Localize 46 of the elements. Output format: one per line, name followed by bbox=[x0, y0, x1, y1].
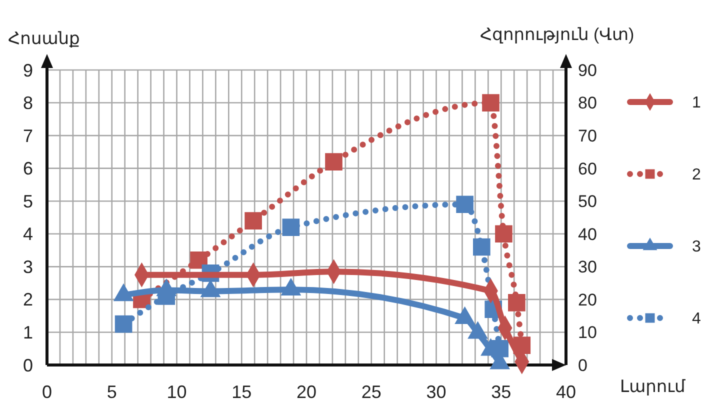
y-tick-label: 7 bbox=[22, 126, 33, 146]
legend-label: 1 bbox=[692, 94, 701, 112]
y-tick-label: 1 bbox=[22, 322, 33, 343]
y-tick-label: 4 bbox=[22, 224, 33, 244]
point bbox=[114, 315, 132, 333]
y-tick-label: 6 bbox=[22, 158, 33, 179]
y2-tick-label: 70 bbox=[578, 126, 597, 146]
point bbox=[244, 212, 262, 230]
point bbox=[325, 153, 342, 170]
x-tick-label: 5 bbox=[106, 382, 117, 402]
y2-tick-label: 20 bbox=[578, 290, 597, 310]
legend-label: 4 bbox=[692, 310, 701, 328]
y-tick-label: 9 bbox=[22, 60, 33, 80]
x-tick-label: 15 bbox=[232, 382, 252, 402]
point bbox=[282, 218, 300, 236]
y-tick-label: 8 bbox=[22, 93, 33, 114]
x-tick-label: 30 bbox=[426, 382, 446, 402]
x-tick-label: 35 bbox=[491, 382, 512, 402]
y2-tick-label: 10 bbox=[578, 323, 597, 342]
point bbox=[190, 251, 208, 269]
y2-axis-title: Հզորություն (Վտ) bbox=[480, 25, 634, 44]
y2-tick-label: 40 bbox=[578, 224, 597, 244]
point bbox=[482, 94, 500, 112]
y-axis-title: Հոսանք bbox=[8, 29, 80, 48]
x-tick-label: 0 bbox=[42, 382, 52, 402]
x-tick-label: 25 bbox=[361, 382, 382, 402]
y-tick-label: 3 bbox=[22, 256, 33, 277]
legend-label: 3 bbox=[692, 238, 701, 256]
point bbox=[456, 196, 474, 214]
y-tick-label: 5 bbox=[22, 191, 33, 212]
y-tick-label: 2 bbox=[22, 290, 33, 310]
x-tick-label: 20 bbox=[296, 382, 317, 402]
point bbox=[508, 294, 526, 312]
y2-tick-label: 60 bbox=[578, 159, 597, 178]
legend-label: 2 bbox=[692, 166, 701, 184]
y2-tick-label: 30 bbox=[578, 258, 597, 277]
y2-tick-label: 50 bbox=[578, 192, 597, 212]
x-axis-title: Լարում bbox=[620, 377, 686, 396]
point bbox=[473, 238, 490, 256]
y2-tick-label: 80 bbox=[578, 94, 597, 113]
y-tick-label: 0 bbox=[22, 355, 33, 376]
x-tick-label: 10 bbox=[166, 382, 187, 402]
point bbox=[495, 225, 512, 243]
y2-tick-label: 0 bbox=[578, 356, 588, 375]
x-tick-label: 40 bbox=[556, 382, 576, 402]
y2-tick-label: 90 bbox=[578, 60, 597, 80]
